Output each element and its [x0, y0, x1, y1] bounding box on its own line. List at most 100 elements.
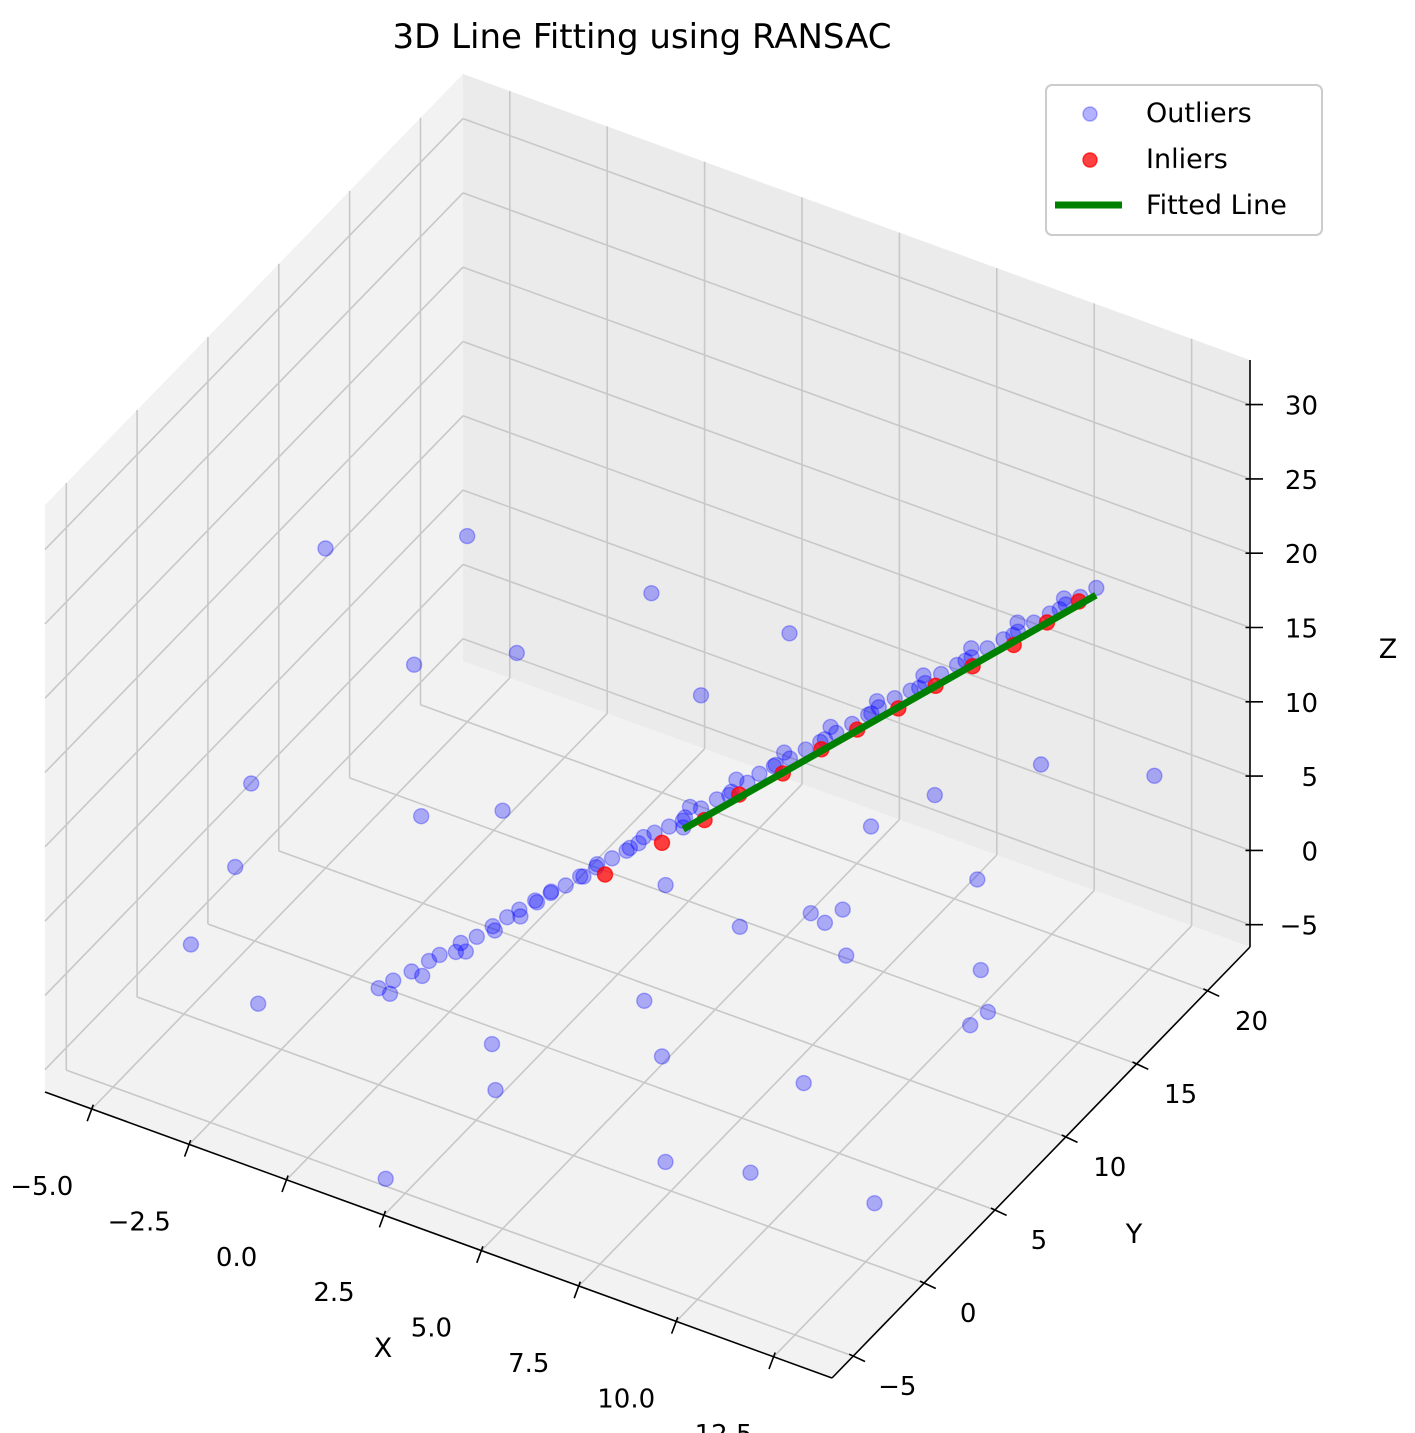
outlier-point [834, 901, 851, 918]
outlier-point [802, 905, 819, 922]
outlier-point [431, 946, 448, 964]
outlier-point [962, 1016, 979, 1034]
outlier-point [499, 909, 516, 926]
outlier-point [226, 858, 244, 876]
x-tick-label: 7.5 [508, 1349, 549, 1379]
z-tick-label: 15 [1285, 615, 1318, 645]
outlier-point [528, 894, 546, 911]
axis-lines [44, 360, 1251, 1379]
outlier-point [527, 892, 544, 909]
z-grid-left [44, 192, 464, 625]
z-grid-back [462, 637, 1251, 926]
outlier-point [377, 1170, 394, 1188]
outlier-point [816, 914, 834, 931]
z-tick-label: 5 [1301, 763, 1318, 793]
y-tick [990, 1207, 1007, 1217]
x-tick-label: 12.5 [695, 1420, 753, 1433]
outlier-point [603, 850, 621, 867]
x-tick-label: 0.0 [216, 1243, 257, 1273]
outlier-point [447, 943, 465, 961]
z-grid-left [44, 489, 464, 922]
z-tick-label: 20 [1285, 540, 1318, 570]
z-grid-back [462, 266, 1251, 554]
outlier-point [862, 818, 880, 835]
y-grid-floor [66, 1069, 854, 1357]
outlier-point [926, 786, 943, 804]
z-axis-label: Z [1379, 634, 1398, 665]
outlier-point [660, 818, 678, 835]
outlier-point [1055, 590, 1073, 607]
outlier-point [182, 936, 200, 953]
outlier-point [731, 918, 749, 935]
legend-frame [1045, 84, 1323, 236]
x-tick-label: 2.5 [313, 1278, 354, 1308]
y-tick-label: 5 [1031, 1226, 1048, 1256]
outlier-point [728, 771, 745, 788]
legend: Outliers Inliers Fitted Line [1045, 84, 1323, 236]
y-tick [1132, 1061, 1149, 1071]
outlier-point [776, 744, 793, 761]
grid-lines [44, 91, 1251, 1358]
outlier-point [511, 901, 528, 918]
z-grid-left [44, 638, 464, 1071]
z-tick-label: 0 [1301, 837, 1318, 867]
z-grid-back [462, 192, 1251, 480]
outlier-point [572, 868, 589, 885]
outlier-point [692, 687, 710, 704]
outlier-point [795, 1074, 812, 1092]
y-grid-floor [420, 704, 1208, 992]
z-tick-label: 25 [1285, 466, 1318, 496]
outlier-point [618, 842, 635, 859]
x-grid-floor [286, 748, 706, 1181]
outlier-point [542, 884, 559, 902]
outlier-point [468, 928, 485, 945]
fitted-line [681, 592, 1098, 833]
outlier-point [1146, 767, 1163, 784]
y-axis-label: Y [1125, 1219, 1143, 1250]
x-axis-line [44, 1091, 833, 1379]
outlier-point [557, 877, 574, 894]
x-axis-label: X [374, 1333, 393, 1364]
y-tick [848, 1353, 866, 1363]
y-grid-floor [207, 923, 996, 1211]
outlier-point [866, 1194, 883, 1212]
x-tick [183, 1139, 192, 1157]
legend-outliers-label: Outliers [1146, 98, 1252, 129]
y-tick-label: 15 [1164, 1080, 1197, 1110]
z-grid-back [462, 415, 1251, 703]
x-tick-label: −2.5 [108, 1207, 171, 1237]
outlier-point [657, 876, 674, 894]
z-tick-label: −5 [1280, 912, 1318, 942]
x-tick [378, 1210, 387, 1228]
outlier-point [681, 798, 699, 816]
outlier-point [486, 922, 503, 939]
y-tick-label: 0 [960, 1299, 977, 1329]
z-grid-left [44, 266, 464, 699]
outlier-point [621, 839, 638, 857]
x-grid-floor [383, 783, 803, 1216]
outlier-point [979, 1003, 997, 1021]
outlier-point [630, 835, 647, 852]
x-tick-label: 5.0 [411, 1314, 452, 1344]
outlier-point [742, 1164, 759, 1181]
outlier-point [575, 868, 592, 885]
outlier-point [420, 952, 438, 970]
z-grid-back [462, 340, 1251, 629]
outlier-point [403, 963, 420, 980]
outlier-point [452, 934, 469, 952]
z-grid-left [44, 415, 464, 848]
outlier-point [512, 908, 529, 925]
y-axis-line [831, 946, 1251, 1379]
outlier-point [963, 640, 980, 657]
x-grid-floor [578, 854, 998, 1287]
y-tick-label: 20 [1235, 1007, 1268, 1037]
outlier-point [370, 980, 387, 997]
outlier-point [781, 625, 798, 642]
outlier-point [643, 585, 660, 602]
outlier-point [413, 808, 430, 825]
legend-outliers-marker [1082, 106, 1098, 122]
z-grid-left [44, 118, 464, 551]
outlier-point [250, 995, 267, 1012]
outlier-point [1032, 756, 1050, 773]
